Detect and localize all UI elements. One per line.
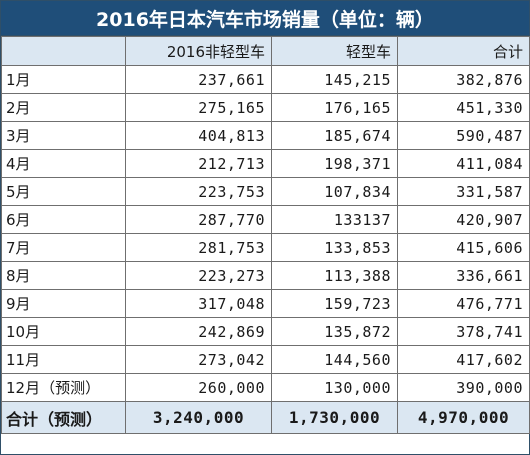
month-cell: 8月 (1, 261, 126, 290)
total-label-cell: 合计（预测） (1, 401, 126, 434)
total-cell: 451,330 (397, 93, 530, 122)
kei-cell: 185,674 (271, 121, 398, 150)
total-cell: 590,487 (397, 121, 530, 150)
total-cell: 390,000 (397, 373, 530, 402)
table-row: 3月 404,813 185,674 590,487 (1, 121, 530, 150)
table-row: 2月 275,165 176,165 451,330 (1, 93, 530, 122)
table-title: 2016年日本汽车市场销量（单位：辆） (1, 1, 529, 36)
kei-cell: 130,000 (271, 373, 398, 402)
kei-cell: 198,371 (271, 149, 398, 178)
non-kei-cell: 260,000 (125, 373, 272, 402)
kei-cell: 113,388 (271, 261, 398, 290)
kei-cell: 159,723 (271, 289, 398, 318)
total-row: 合计（预测） 3,240,000 1,730,000 4,970,000 (1, 401, 530, 434)
kei-cell: 133,853 (271, 233, 398, 262)
table-row: 8月 223,273 113,388 336,661 (1, 261, 530, 290)
header-cell-kei: 轻型车 (271, 36, 398, 66)
non-kei-cell: 281,753 (125, 233, 272, 262)
table-row: 11月 273,042 144,560 417,602 (1, 345, 530, 374)
kei-cell: 135,872 (271, 317, 398, 346)
month-cell: 1月 (1, 65, 126, 94)
total-cell: 336,661 (397, 261, 530, 290)
non-kei-cell: 212,713 (125, 149, 272, 178)
month-cell: 11月 (1, 345, 126, 374)
table-row: 7月 281,753 133,853 415,606 (1, 233, 530, 262)
total-cell: 417,602 (397, 345, 530, 374)
non-kei-cell: 242,869 (125, 317, 272, 346)
total-cell: 476,771 (397, 289, 530, 318)
table-row: 4月 212,713 198,371 411,084 (1, 149, 530, 178)
month-cell: 6月 (1, 205, 126, 234)
total-kei-cell: 1,730,000 (271, 401, 398, 434)
non-kei-cell: 223,753 (125, 177, 272, 206)
non-kei-cell: 223,273 (125, 261, 272, 290)
table-row: 5月 223,753 107,834 331,587 (1, 177, 530, 206)
month-cell: 3月 (1, 121, 126, 150)
non-kei-cell: 273,042 (125, 345, 272, 374)
header-cell-month (1, 36, 126, 66)
header-row: 2016非轻型车 轻型车 合计 (1, 36, 530, 66)
kei-cell: 144,560 (271, 345, 398, 374)
non-kei-cell: 404,813 (125, 121, 272, 150)
total-cell: 382,876 (397, 65, 530, 94)
kei-cell: 176,165 (271, 93, 398, 122)
non-kei-cell: 287,770 (125, 205, 272, 234)
non-kei-cell: 237,661 (125, 65, 272, 94)
kei-cell: 107,834 (271, 177, 398, 206)
header-cell-total: 合计 (397, 36, 530, 66)
table-row: 12月（预测） 260,000 130,000 390,000 (1, 373, 530, 402)
total-cell: 378,741 (397, 317, 530, 346)
total-cell: 420,907 (397, 205, 530, 234)
month-cell: 5月 (1, 177, 126, 206)
kei-cell: 145,215 (271, 65, 398, 94)
header-cell-non-kei: 2016非轻型车 (125, 36, 272, 66)
month-cell: 12月（预测） (1, 373, 126, 402)
month-cell: 9月 (1, 289, 126, 318)
month-cell: 2月 (1, 93, 126, 122)
table-row: 1月 237,661 145,215 382,876 (1, 65, 530, 94)
total-cell: 331,587 (397, 177, 530, 206)
table-row: 10月 242,869 135,872 378,741 (1, 317, 530, 346)
kei-cell: 133137 (271, 205, 398, 234)
table-row: 9月 317,048 159,723 476,771 (1, 289, 530, 318)
total-cell: 415,606 (397, 233, 530, 262)
total-non-kei-cell: 3,240,000 (125, 401, 272, 434)
non-kei-cell: 317,048 (125, 289, 272, 318)
month-cell: 10月 (1, 317, 126, 346)
month-cell: 7月 (1, 233, 126, 262)
sales-table: 2016非轻型车 轻型车 合计 1月 237,661 145,215 382,8… (1, 36, 530, 434)
non-kei-cell: 275,165 (125, 93, 272, 122)
month-cell: 4月 (1, 149, 126, 178)
total-cell: 411,084 (397, 149, 530, 178)
grand-total-cell: 4,970,000 (397, 401, 530, 434)
table-row: 6月 287,770 133137 420,907 (1, 205, 530, 234)
